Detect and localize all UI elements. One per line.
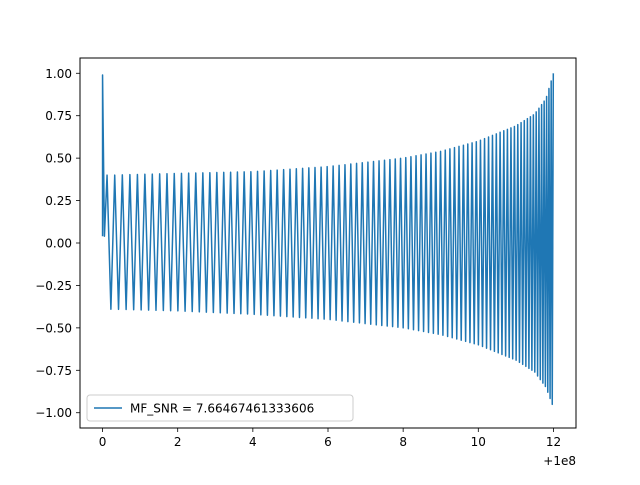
y-tick-label: 1.00 bbox=[45, 67, 72, 81]
y-tick-label: −0.50 bbox=[35, 321, 72, 335]
y-tick-label: 0.50 bbox=[45, 152, 72, 166]
y-tick-label: −0.25 bbox=[35, 279, 72, 293]
legend-box bbox=[86, 394, 354, 422]
y-tick-label: 0.00 bbox=[45, 237, 72, 251]
x-tick-label: 4 bbox=[249, 435, 257, 449]
x-tick-label: 10 bbox=[471, 435, 486, 449]
y-tick-label: 0.75 bbox=[45, 109, 72, 123]
y-tick-label: 0.25 bbox=[45, 194, 72, 208]
y-tick-label: −1.00 bbox=[35, 406, 72, 420]
x-offset-label: +1e8 bbox=[543, 454, 576, 468]
series-line bbox=[101, 73, 555, 406]
y-tick-label: −0.75 bbox=[35, 364, 72, 378]
x-tick-label: 8 bbox=[399, 435, 407, 449]
legend-label: MF_SNR = 7.66467461333606 bbox=[130, 402, 314, 416]
legend: MF_SNR = 7.66467461333606 bbox=[86, 394, 354, 422]
x-tick-label: 0 bbox=[99, 435, 107, 449]
x-tick-label: 6 bbox=[324, 435, 332, 449]
x-tick-label: 12 bbox=[546, 435, 561, 449]
axes-layer: 0 2 4 6 8 10 12 1.00 0.75 0.50 0.25 0.00 −0.25 −0.50 −… bbox=[35, 57, 577, 468]
x-tick-label: 2 bbox=[174, 435, 182, 449]
series-layer bbox=[101, 73, 555, 406]
